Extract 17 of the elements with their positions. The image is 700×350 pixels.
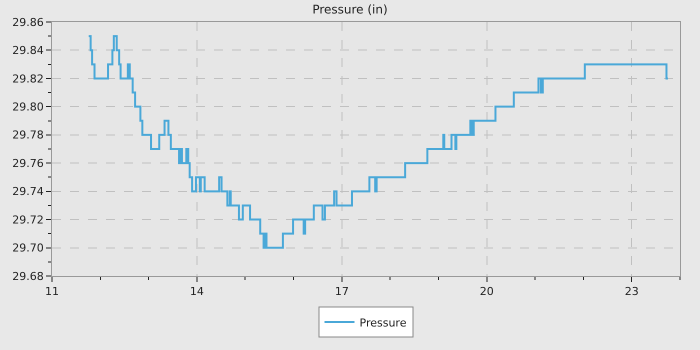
y-tick-label: 29.82 bbox=[12, 72, 44, 86]
y-tick-label: 29.76 bbox=[12, 156, 44, 170]
y-tick-label: 29.80 bbox=[12, 100, 44, 114]
x-tick-label: 23 bbox=[624, 285, 639, 298]
y-tick-label: 29.78 bbox=[12, 128, 44, 142]
x-tick-label: 17 bbox=[334, 285, 349, 298]
y-tick-label: 29.84 bbox=[12, 44, 44, 58]
y-tick-label: 29.72 bbox=[12, 213, 44, 226]
x-tick-label: 14 bbox=[190, 285, 204, 298]
y-tick-label: 29.74 bbox=[12, 185, 44, 198]
x-tick-label: 11 bbox=[45, 285, 59, 298]
y-tick-label: 29.68 bbox=[12, 270, 44, 283]
y-tick-label: 29.70 bbox=[12, 242, 44, 255]
chart-title: Pressure (in) bbox=[312, 2, 388, 17]
y-tick-label: 29.86 bbox=[12, 16, 44, 29]
legend-label: Pressure bbox=[360, 316, 407, 330]
x-tick-label: 20 bbox=[480, 285, 494, 298]
